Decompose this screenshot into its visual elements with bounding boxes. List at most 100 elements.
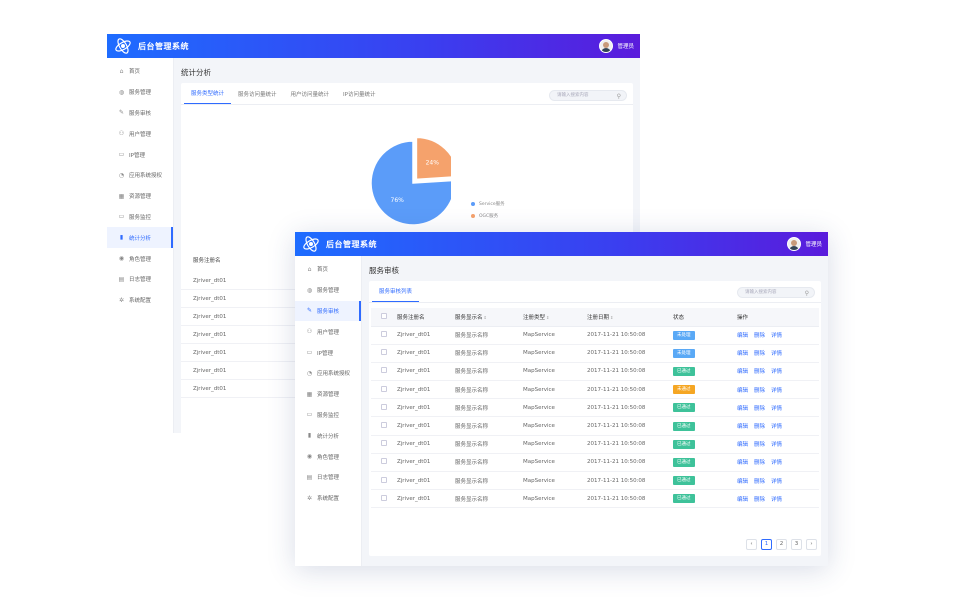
delete-link[interactable]: 删除	[754, 369, 766, 376]
sidebar-item[interactable]: ▭ IP管理	[107, 144, 173, 165]
detail-link[interactable]: 详情	[771, 424, 783, 431]
delete-link[interactable]: 删除	[754, 460, 766, 467]
column-header[interactable]: 注册类型⇕	[523, 308, 587, 327]
row-checkbox[interactable]	[381, 367, 387, 374]
page-button-2[interactable]: 2	[776, 539, 787, 550]
sidebar-item[interactable]: ◔ 应用系统授权	[107, 165, 173, 186]
sort-icon[interactable]: ⇕	[483, 314, 487, 320]
prev-page-button[interactable]: ‹	[746, 539, 757, 550]
legend-item[interactable]: Service服务	[471, 201, 505, 207]
sidebar-item[interactable]: ◍ 服务管理	[295, 280, 361, 301]
sidebar-item[interactable]: ▮ 统计分析	[107, 227, 173, 249]
edit-link[interactable]: 编辑	[737, 387, 749, 394]
edit-link[interactable]: 编辑	[737, 424, 749, 431]
tab-2[interactable]: 用户访问量统计	[290, 92, 330, 98]
detail-link[interactable]: 详情	[771, 460, 783, 467]
edit-link[interactable]: 编辑	[737, 405, 749, 412]
sidebar-item[interactable]: ✎ 服务审核	[107, 103, 173, 124]
delete-link[interactable]: 删除	[754, 496, 766, 503]
detail-link[interactable]: 详情	[771, 369, 783, 376]
sidebar-item[interactable]: ▭ 服务监控	[295, 405, 361, 426]
search-icon[interactable]: ⚲	[616, 93, 621, 100]
column-header[interactable]: 服务显示名⇕	[455, 308, 523, 327]
row-checkbox[interactable]	[381, 385, 387, 392]
detail-link[interactable]: 详情	[771, 478, 783, 485]
sidebar-item[interactable]: ▤ 日志管理	[295, 467, 361, 488]
sidebar-item[interactable]: ▭ 服务监控	[107, 207, 173, 228]
detail-link[interactable]: 详情	[771, 496, 783, 503]
sort-icon[interactable]: ⇕	[610, 314, 614, 320]
delete-link[interactable]: 删除	[754, 387, 766, 394]
edit-link[interactable]: 编辑	[737, 351, 749, 358]
edit-link[interactable]: 编辑	[737, 369, 749, 376]
column-header[interactable]: 注册日期⇕	[587, 308, 673, 327]
row-checkbox[interactable]	[381, 440, 387, 447]
edit-link[interactable]: 编辑	[737, 442, 749, 449]
avatar[interactable]	[787, 237, 802, 251]
row-checkbox[interactable]	[381, 403, 387, 410]
avatar[interactable]	[599, 39, 614, 53]
select-all-checkbox[interactable]	[381, 312, 387, 319]
sidebar-item[interactable]: ✲ 系统配置	[295, 488, 361, 509]
sidebar-item[interactable]: ◔ 应用系统授权	[295, 363, 361, 384]
row-checkbox[interactable]	[381, 422, 387, 429]
row-checkbox[interactable]	[381, 349, 387, 356]
tab-3[interactable]: IP访问量统计	[343, 92, 376, 98]
next-page-button[interactable]: ›	[806, 539, 817, 550]
delete-link[interactable]: 删除	[754, 351, 766, 358]
detail-link[interactable]: 详情	[771, 351, 783, 358]
status-badge: 未通过	[673, 385, 695, 395]
sidebar-item[interactable]: ▦ 资源管理	[107, 186, 173, 207]
header-bar: 后台管理系统 管理员	[295, 232, 828, 256]
chart-legend: Service服务 OGC服务	[471, 201, 505, 225]
edit-link[interactable]: 编辑	[737, 460, 749, 467]
sidebar-item-label: 服务管理	[317, 288, 340, 295]
sidebar-item[interactable]: ⌂ 首页	[295, 259, 361, 280]
search-input[interactable]: 请输入搜索内容 ⚲	[549, 90, 627, 101]
page-button-3[interactable]: 3	[791, 539, 802, 550]
row-checkbox[interactable]	[381, 476, 387, 483]
delete-link[interactable]: 删除	[754, 405, 766, 412]
search-icon[interactable]: ⚲	[804, 290, 809, 297]
sort-icon[interactable]: ⇕	[546, 314, 550, 320]
pie-slice-1[interactable]	[415, 136, 451, 181]
detail-link[interactable]: 详情	[771, 387, 783, 394]
sidebar-item[interactable]: ▭ IP管理	[295, 342, 361, 363]
legend-item[interactable]: OGC服务	[471, 213, 505, 219]
row-checkbox[interactable]	[381, 458, 387, 465]
delete-link[interactable]: 删除	[754, 442, 766, 449]
tab-audit-list[interactable]: 服务审核列表	[372, 280, 420, 302]
sidebar-item[interactable]: ▦ 资源管理	[295, 384, 361, 405]
cell-name: Zjriver_dt01	[397, 398, 455, 418]
sidebar-item[interactable]: ◉ 角色管理	[295, 446, 361, 467]
sidebar-item[interactable]: ◍ 服务管理	[107, 82, 173, 103]
delete-link[interactable]: 删除	[754, 424, 766, 431]
sidebar-item[interactable]: ✎ 服务审核	[295, 300, 361, 322]
sidebar-item[interactable]: ⚇ 用户管理	[295, 321, 361, 342]
row-checkbox[interactable]	[381, 494, 387, 501]
tab-0[interactable]: 服务类型统计	[184, 82, 232, 104]
sidebar-item[interactable]: ⚇ 用户管理	[107, 123, 173, 144]
sidebar-item[interactable]: ✲ 系统配置	[107, 290, 173, 311]
monitor-icon: ▭	[118, 213, 125, 221]
sidebar-item[interactable]: ▮ 统计分析	[295, 425, 361, 446]
edit-link[interactable]: 编辑	[737, 478, 749, 485]
user-menu[interactable]: 管理员	[599, 39, 634, 53]
detail-link[interactable]: 详情	[771, 333, 783, 340]
edit-link[interactable]: 编辑	[737, 496, 749, 503]
sidebar-item-label: 系统配置	[129, 298, 152, 305]
page-button-1[interactable]: 1	[761, 539, 772, 550]
user-menu[interactable]: 管理员	[787, 237, 822, 251]
delete-link[interactable]: 删除	[754, 333, 766, 340]
detail-link[interactable]: 详情	[771, 442, 783, 449]
delete-link[interactable]: 删除	[754, 478, 766, 485]
row-checkbox[interactable]	[381, 331, 387, 338]
search-input[interactable]: 请输入搜索内容 ⚲	[737, 287, 815, 298]
sidebar-item[interactable]: ◉ 角色管理	[107, 248, 173, 269]
edit-link[interactable]: 编辑	[737, 333, 749, 340]
pie-slice-0[interactable]	[370, 140, 451, 225]
tab-1[interactable]: 服务访问量统计	[238, 92, 277, 98]
sidebar-item[interactable]: ⌂ 首页	[107, 61, 173, 82]
sidebar-item[interactable]: ▤ 日志管理	[107, 269, 173, 290]
detail-link[interactable]: 详情	[771, 405, 783, 412]
